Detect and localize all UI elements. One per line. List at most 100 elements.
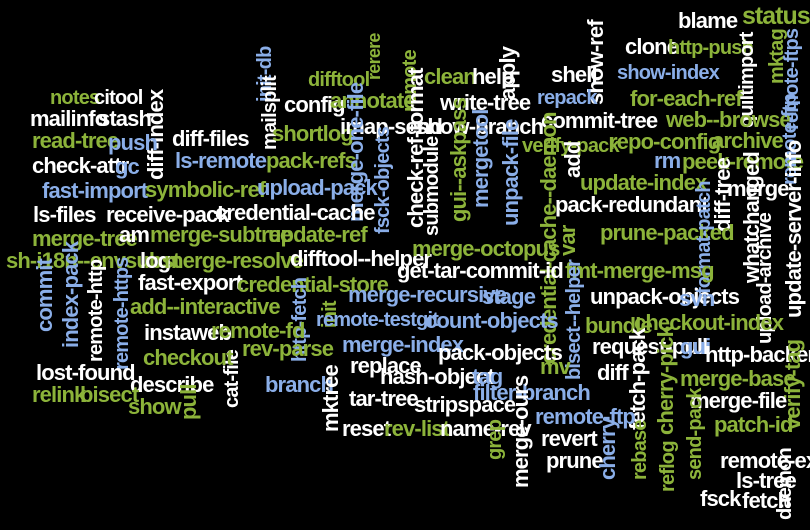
word-archive: archive [712, 128, 784, 153]
word-merge-file: merge-file [690, 388, 787, 413]
word-pull: pull [176, 384, 201, 420]
word-status: status [742, 2, 810, 30]
word-merge-base: merge-base [680, 366, 796, 391]
word-merge-tree: merge-tree [32, 226, 138, 251]
word-write-tree: write-tree [440, 90, 531, 115]
word-clean: clean [424, 64, 477, 89]
word-grep: grep [484, 419, 506, 460]
word-mailinfo: mailinfo [30, 106, 108, 131]
word-add--interactive: add--interactive [130, 294, 281, 319]
word-rerere: rerere [364, 33, 384, 80]
word-merge-resolve: merge-resolve [164, 248, 304, 273]
word-peek-remote: peek-remote [682, 149, 804, 174]
word-stripspace: stripspace [414, 392, 516, 417]
word-bundle: bundle [585, 313, 653, 338]
word-remote-http: remote-http [85, 259, 107, 362]
word-shortlog: shortlog [272, 121, 354, 146]
word-pack-objects: pack-objects [438, 340, 563, 365]
word-sh-i18n--envsubst: sh-i18n--envsubst [6, 248, 180, 273]
word-send-pack: send-pack [684, 388, 706, 480]
word-merge-subtree: merge-subtree [150, 222, 292, 247]
word-update-server-info: update-server-info [781, 140, 806, 318]
word-web--browse: web--browse [666, 107, 792, 132]
word-diff: diff [597, 360, 629, 385]
word-remote-testgit: remote-testgit [316, 309, 439, 331]
word-name-rev: name-rev [440, 416, 532, 441]
word-relink: relink [32, 382, 86, 407]
word-prune-packed: prune-packed [600, 220, 735, 245]
word-revert: revert [541, 426, 598, 451]
word-read-tree: read-tree [32, 128, 119, 153]
word-remote-ftp-h: remote-ftp [535, 404, 636, 429]
word-credential-store: credential-store [237, 272, 389, 297]
word-remote-fd: remote-fd [211, 318, 305, 343]
word-shell: shell [551, 62, 598, 87]
word-bisect: bisect [80, 382, 139, 407]
word-count-objects: count-objects [425, 308, 559, 333]
word-request-pull: request-pull [592, 334, 708, 359]
word-replace: replace [350, 353, 422, 378]
word-show-branch: show-branch [416, 114, 544, 139]
word-fsck: fsck [700, 486, 741, 511]
word-blame: blame [678, 8, 738, 33]
word-checkout: checkout [143, 345, 233, 370]
word-gc: gc [115, 154, 140, 179]
word-tag: tag [472, 364, 503, 389]
word-cherry: cherry [595, 418, 620, 480]
word-remote-https: remote-https [111, 257, 133, 370]
word-verify-pack: verify-pack [522, 135, 620, 157]
word-hash-object: hash-object [380, 364, 495, 389]
word-var: var [555, 225, 580, 256]
word-reset: reset [342, 416, 391, 441]
word-daemon: daemon [774, 448, 796, 520]
word-difftool: difftool [308, 69, 370, 91]
word-commit-tree: commit-tree [541, 108, 658, 133]
word-update-index: update-index [580, 170, 707, 195]
word-credential-cache: credential-cache [215, 200, 375, 225]
word-help: help [472, 64, 515, 89]
word-merge-octopus: merge-octopus [412, 236, 560, 261]
word-mv: mv [540, 354, 571, 379]
word-mergetool: mergetool [468, 109, 493, 208]
word-svn: svn [679, 286, 715, 311]
word-merge: merge [727, 176, 790, 201]
word-imap-send: imap-send [340, 114, 443, 139]
word-rebase: rebase [629, 420, 651, 480]
word-remote-ext: remote-ext [720, 448, 810, 473]
word-symbolic-ref: symbolic-ref [145, 177, 266, 202]
word-mktree: mktree [318, 365, 343, 432]
word-gui: gui [680, 334, 711, 359]
word-patch-id: patch-id [714, 412, 793, 437]
word-pack-redundant: pack-redundant [555, 192, 709, 217]
word-gui--askpass: gui--askpass [446, 98, 471, 222]
word-filter-branch: filter-branch [473, 380, 591, 405]
word-tar-tree: tar-tree [349, 386, 419, 411]
word-reflog: reflog [657, 441, 679, 492]
word-log: log [140, 248, 171, 273]
word-stash: stash [98, 106, 152, 131]
word-commit: commit [32, 259, 57, 332]
word-unpack-objects: unpack-objects [590, 284, 740, 309]
word-ls-remote: ls-remote [175, 148, 267, 173]
word-am: am [119, 222, 150, 247]
word-notes: notes [50, 87, 100, 109]
word-rev-parse: rev-parse [242, 336, 334, 361]
word-repack: repack [537, 87, 597, 109]
word-lost-found: lost-found [36, 360, 136, 385]
word-show-index: show-index [617, 62, 720, 84]
word-difftool--helper: difftool--helper [290, 246, 432, 271]
word-fast-export: fast-export [138, 270, 243, 295]
word-unpack-file: unpack-file [498, 119, 523, 226]
word-branch: branch [265, 372, 334, 397]
word-citool: citool [94, 87, 143, 109]
word-diff-files: diff-files [172, 126, 250, 151]
word-config: config [284, 92, 346, 117]
word-get-tar-commit-id: get-tar-commit-id [397, 258, 564, 283]
word-http-push: http-push [668, 37, 754, 59]
word-submodule: submodule [421, 136, 443, 236]
word-rm: rm [654, 148, 681, 173]
word-fast-import: fast-import [42, 178, 148, 203]
word-cherry-pick: cherry-pick [653, 326, 678, 435]
word-stage: stage [482, 284, 536, 309]
